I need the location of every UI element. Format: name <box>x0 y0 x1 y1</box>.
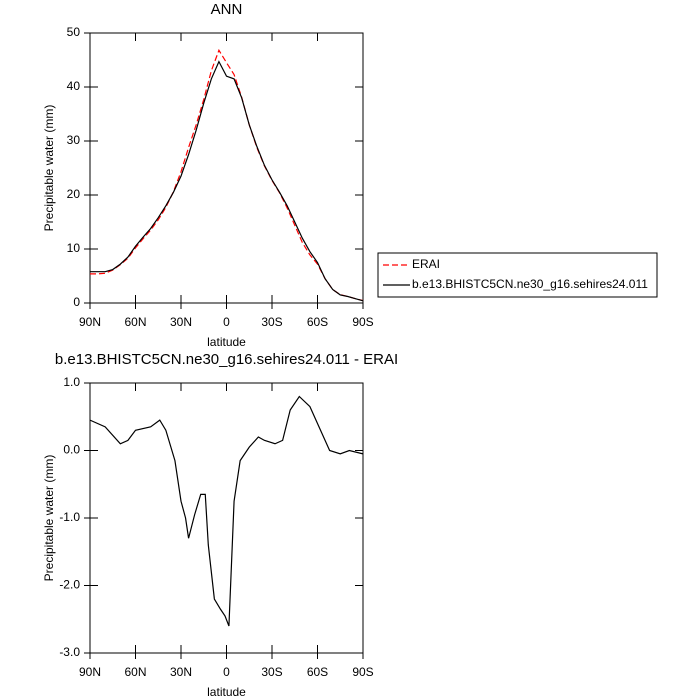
x-axis-label: latitude <box>207 335 246 349</box>
legend-label: b.e13.BHISTC5CN.ne30_g16.sehires24.011 <box>412 277 648 291</box>
x-tick-label: 90S <box>352 315 373 329</box>
x-tick-label: 30S <box>261 665 282 679</box>
x-tick-label: 90S <box>352 665 373 679</box>
x-tick-label: 90N <box>79 665 101 679</box>
plot-frame <box>89 382 364 654</box>
y-tick-label: 20 <box>67 187 81 201</box>
legend-label: ERAI <box>412 257 440 271</box>
x-tick-label: 30N <box>170 665 192 679</box>
x-tick-label: 60N <box>124 315 146 329</box>
x-tick-label: 60N <box>124 665 146 679</box>
y-tick-label: -3.0 <box>59 645 80 659</box>
y-tick-label: 30 <box>67 133 81 147</box>
chart-title: ANN <box>211 1 243 18</box>
y-tick-label: 10 <box>67 241 81 255</box>
x-tick-label: 0 <box>223 315 230 329</box>
y-axis-label: Precipitable water (mm) <box>42 455 56 582</box>
y-axis-label: Precipitable water (mm) <box>42 105 56 232</box>
y-tick-label: 1.0 <box>63 375 80 389</box>
x-tick-label: 60S <box>307 665 328 679</box>
x-tick-label: 0 <box>223 665 230 679</box>
chart-title: b.e13.BHISTC5CN.ne30_g16.sehires24.011 -… <box>55 351 398 368</box>
x-axis-label: latitude <box>207 685 246 699</box>
data-line <box>89 395 364 627</box>
x-tick-label: 90N <box>79 315 101 329</box>
data-line <box>90 60 364 302</box>
y-tick-label: 40 <box>67 79 81 93</box>
x-tick-label: 60S <box>307 315 328 329</box>
x-tick-label: 30N <box>170 315 192 329</box>
y-tick-label: 0 <box>73 295 80 309</box>
y-tick-label: 0.0 <box>63 443 80 457</box>
plot-frame <box>89 32 364 304</box>
data-line <box>90 48 364 302</box>
legend-box <box>377 252 658 298</box>
y-tick-label: -1.0 <box>59 510 80 524</box>
y-tick-label: 50 <box>67 25 81 39</box>
y-tick-label: -2.0 <box>59 578 80 592</box>
x-tick-label: 30S <box>261 315 282 329</box>
